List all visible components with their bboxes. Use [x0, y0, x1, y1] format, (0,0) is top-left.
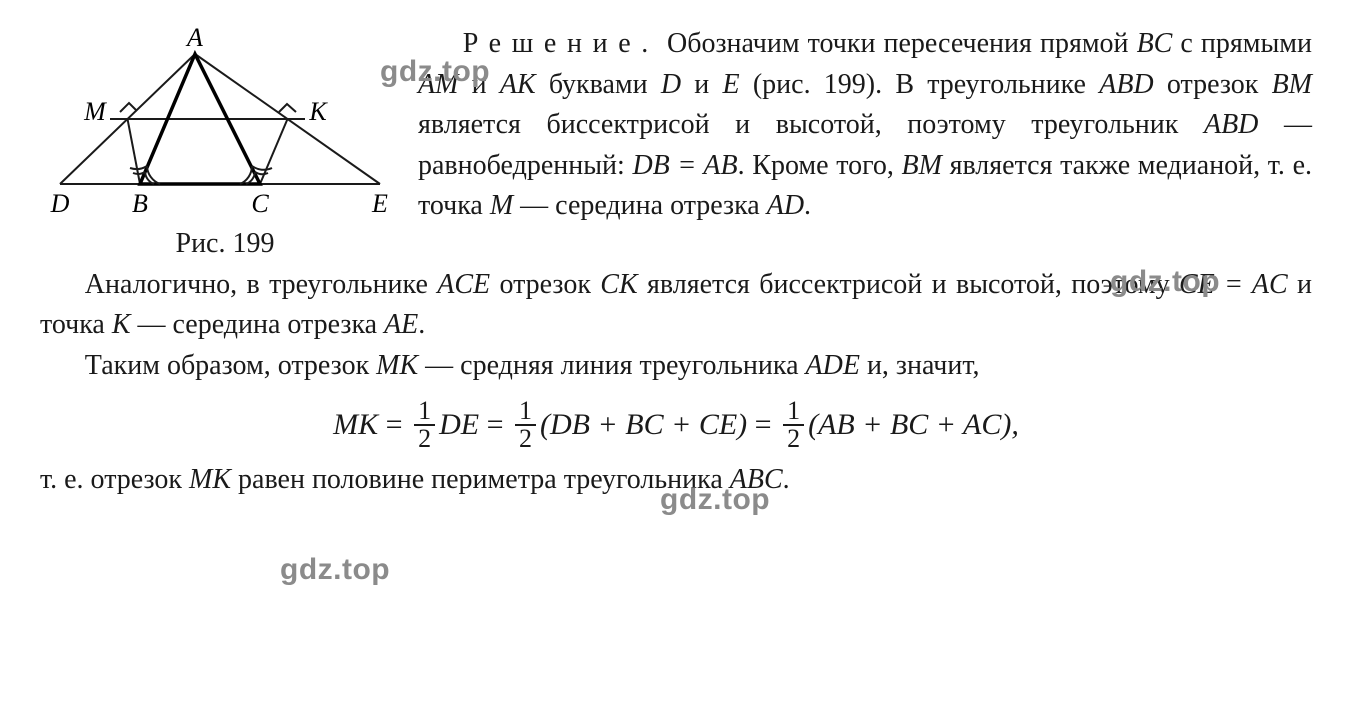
display-formula: MK = 12DE = 12(DB + BC + CE) = 12(AB + B… [40, 400, 1312, 454]
top-block: A M K D B C E Рис. 199 Решение. Обозначи… [40, 24, 1312, 265]
label-E: E [371, 189, 388, 214]
figure-column: A M K D B C E Рис. 199 [40, 24, 410, 265]
label-M: M [83, 97, 107, 126]
solution-label: Решение. [463, 28, 659, 59]
watermark: gdz.top [280, 548, 390, 592]
paragraph-2: Аналогично, в треугольнике ACE отрезок C… [40, 265, 1312, 346]
label-B: B [132, 189, 148, 214]
solution-text-right: Решение. Обозначим точки пересечения пря… [418, 24, 1312, 227]
figure-caption: Рис. 199 [176, 224, 275, 265]
label-K: K [308, 97, 328, 126]
paragraph-3: Таким образом, отрезок MK — средняя лини… [40, 346, 1312, 387]
page: A M K D B C E Рис. 199 Решение. Обозначи… [0, 0, 1352, 728]
fraction-half-3: 12 [783, 398, 804, 452]
triangle-diagram: A M K D B C E [40, 24, 410, 214]
label-D: D [50, 189, 70, 214]
paragraph-1: Решение. Обозначим точки пересечения пря… [418, 24, 1312, 227]
paragraph-4: т. е. отрезок MK равен половине периметр… [40, 460, 1312, 501]
fraction-half-2: 12 [515, 398, 536, 452]
fraction-half-1: 12 [414, 398, 435, 452]
solution-text-below: Аналогично, в треугольнике ACE отрезок C… [40, 265, 1312, 501]
label-C: C [251, 189, 269, 214]
label-A: A [185, 24, 203, 52]
